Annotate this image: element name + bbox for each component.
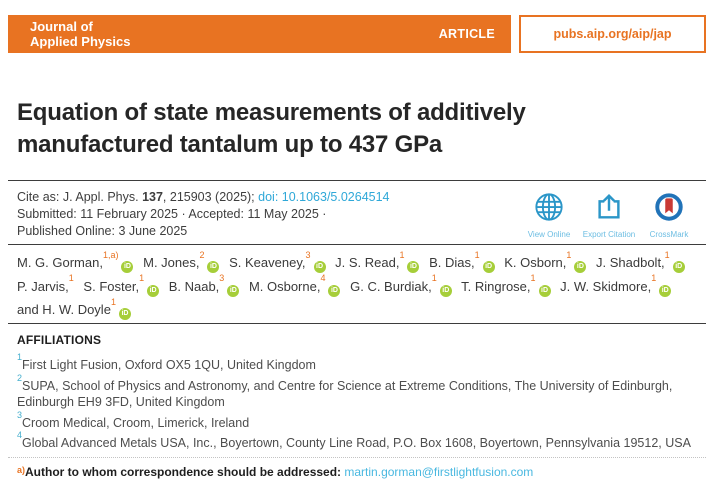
volume-number: 137 — [142, 190, 163, 204]
crossmark-label: CrossMark — [649, 230, 689, 239]
submitted-accepted-line: Submitted: 11 February 2025 · Accepted: … — [17, 207, 327, 221]
article-title: Equation of state measurements of additi… — [17, 97, 697, 161]
correspondence-footnote: a)Author to whom correspondence should b… — [17, 465, 697, 479]
author-affil-sup: 1 — [68, 273, 74, 284]
affiliation-item: 2SUPA, School of Physics and Astronomy, … — [17, 372, 673, 410]
export-citation-label: Export Citation — [582, 230, 636, 239]
journal-name-line1: Journal of — [30, 19, 93, 34]
author-affil-sup: 1 — [399, 250, 405, 260]
affiliation-sup: 1 — [17, 351, 23, 362]
author: J. S. Read,1iD — [335, 250, 420, 274]
doi-link[interactable]: doi: 10.1063/5.0264514 — [258, 190, 390, 204]
author: G. C. Burdiak,1iD — [350, 273, 452, 297]
author: J. Shadbolt,1iD — [596, 250, 685, 274]
author: T. Ringrose,1iD — [461, 273, 551, 297]
author-affil-sup: 2 — [199, 250, 205, 260]
cite-suffix: , 215903 (2025); — [162, 190, 259, 204]
author-line-3: and H. W. Doyle1iD — [17, 297, 697, 320]
author-affil-sup: 3 — [305, 250, 311, 260]
action-buttons: View Online Export Citation CrossMark — [517, 192, 697, 240]
author: M. Osborne,4iD — [249, 273, 341, 297]
divider-above-citation — [8, 180, 706, 181]
article-title-line1: Equation of state measurements of additi… — [17, 99, 526, 126]
crossmark-button[interactable]: CrossMark — [641, 192, 697, 239]
orcid-icon[interactable]: iD — [328, 284, 341, 297]
divider-above-authors — [8, 244, 706, 245]
author: S. Foster,1iD — [83, 273, 160, 297]
citation-block: Cite as: J. Appl. Phys. 137, 215903 (202… — [17, 189, 517, 240]
view-online-button[interactable]: View Online — [521, 192, 577, 239]
author: B. Dias,1iD — [429, 250, 495, 274]
cite-prefix: Cite as: J. Appl. Phys. — [17, 190, 143, 204]
author: S. Keaveney,3iD — [229, 250, 326, 274]
author-affil-sup: 1 — [530, 273, 536, 284]
affiliation-item: 3Croom Medical, Croom, Limerick, Ireland — [17, 409, 250, 430]
author-affil-sup: 1 — [664, 250, 670, 260]
orcid-icon[interactable]: iD — [538, 284, 551, 297]
published-online-line: Published Online: 3 June 2025 — [17, 224, 188, 238]
article-title-line2: manufactured tantalum up to 437 GPa — [17, 131, 443, 158]
affiliations-heading: AFFILIATIONS — [17, 332, 102, 347]
footnote-text: Author to whom correspondence should be … — [25, 465, 345, 479]
divider-above-affiliations — [8, 322, 706, 324]
author-affil-sup: 1 — [431, 273, 437, 284]
divider-above-footnote — [8, 457, 706, 459]
affiliation-item: 1First Light Fusion, Oxford OX5 1QU, Uni… — [17, 351, 316, 373]
orcid-icon[interactable]: iD — [121, 261, 134, 274]
author-affil-sup: 3 — [219, 273, 225, 284]
orcid-icon[interactable]: iD — [118, 307, 131, 320]
author-affil-sup: 1 — [139, 273, 145, 284]
author-list: M. G. Gorman,1,a)iD M. Jones,2iD S. Keav… — [17, 250, 697, 320]
author-affil-sup: 1 — [110, 296, 116, 307]
author-affil-sup: 1,a) — [102, 250, 119, 260]
orcid-icon[interactable]: iD — [147, 284, 160, 297]
author: K. Osborn,1iD — [504, 250, 587, 274]
journal-header: Journal of Applied Physics ARTICLE pubs.… — [8, 15, 706, 53]
export-citation-button[interactable]: Export Citation — [581, 192, 637, 239]
view-online-label: View Online — [527, 230, 571, 239]
author: M. Jones,2iD — [143, 250, 220, 274]
globe-icon — [534, 192, 564, 227]
journal-url-box: pubs.aip.org/aip/jap — [519, 15, 706, 53]
author-affil-sup: 4 — [320, 273, 326, 284]
orcid-icon[interactable]: iD — [407, 261, 420, 274]
orcid-icon[interactable]: iD — [439, 284, 452, 297]
journal-name-line2: Applied Physics — [30, 34, 131, 49]
affiliation-sup: 3 — [17, 409, 23, 420]
orcid-icon[interactable]: iD — [672, 261, 685, 274]
orcid-icon[interactable]: iD — [207, 261, 220, 274]
export-icon — [594, 192, 624, 227]
orcid-icon[interactable]: iD — [313, 261, 326, 274]
journal-brand-bar: Journal of Applied Physics ARTICLE — [8, 15, 511, 53]
author: and H. W. Doyle1iD — [17, 297, 131, 320]
article-type-label: ARTICLE — [438, 27, 495, 41]
cite-as-line: Cite as: J. Appl. Phys. 137, 215903 (202… — [17, 189, 517, 206]
orcid-icon[interactable]: iD — [227, 284, 240, 297]
author-line-2: P. Jarvis,1 S. Foster,1iD B. Naab,3iD M.… — [17, 273, 697, 297]
author: M. G. Gorman,1,a)iD — [17, 250, 134, 274]
author-affil-sup: 1 — [474, 250, 480, 260]
author-affil-sup: 1 — [651, 273, 657, 284]
affiliation-item: 4Global Advanced Metals USA, Inc., Boyer… — [17, 430, 691, 451]
author-affil-sup: 1 — [566, 250, 572, 260]
affiliation-sup: 4 — [17, 430, 23, 441]
author-line-1: M. G. Gorman,1,a)iD M. Jones,2iD S. Keav… — [17, 250, 697, 274]
author: B. Naab,3iD — [169, 273, 240, 297]
citation-section: Cite as: J. Appl. Phys. 137, 215903 (202… — [17, 189, 697, 240]
affiliations-list: 1First Light Fusion, Oxford OX5 1QU, Uni… — [17, 351, 697, 452]
journal-url-link[interactable]: pubs.aip.org/aip/jap — [553, 27, 672, 41]
crossmark-icon — [654, 192, 684, 227]
affiliation-sup: 2 — [17, 372, 23, 383]
author: J. W. Skidmore,1iD — [560, 273, 672, 297]
orcid-icon[interactable]: iD — [574, 261, 587, 274]
orcid-icon[interactable]: iD — [482, 261, 495, 274]
journal-name: Journal of Applied Physics — [30, 19, 130, 49]
orcid-icon[interactable]: iD — [659, 284, 672, 297]
author: P. Jarvis,1 — [17, 273, 74, 294]
correspondence-email-link[interactable]: martin.gorman@firstlightfusion.com — [344, 465, 534, 479]
footnote-marker: a) — [17, 465, 26, 476]
